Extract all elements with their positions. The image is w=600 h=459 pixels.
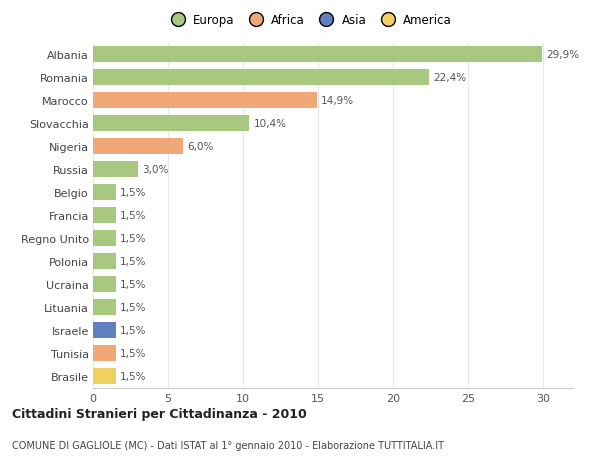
Text: 22,4%: 22,4% xyxy=(433,73,467,83)
Bar xyxy=(93,47,542,63)
Text: 1,5%: 1,5% xyxy=(120,325,146,336)
Text: 6,0%: 6,0% xyxy=(187,142,214,152)
Bar xyxy=(93,139,183,155)
Text: 1,5%: 1,5% xyxy=(120,302,146,313)
Text: 1,5%: 1,5% xyxy=(120,234,146,244)
Bar xyxy=(93,93,317,109)
Bar xyxy=(93,230,115,247)
Text: 1,5%: 1,5% xyxy=(120,211,146,221)
Bar xyxy=(93,185,115,201)
Legend: Europa, Africa, Asia, America: Europa, Africa, Asia, America xyxy=(163,11,455,31)
Text: 14,9%: 14,9% xyxy=(321,96,354,106)
Text: 29,9%: 29,9% xyxy=(546,50,579,60)
Text: Cittadini Stranieri per Cittadinanza - 2010: Cittadini Stranieri per Cittadinanza - 2… xyxy=(12,407,307,420)
Text: 1,5%: 1,5% xyxy=(120,257,146,267)
Text: 3,0%: 3,0% xyxy=(143,165,169,175)
Bar xyxy=(93,253,115,270)
Text: 1,5%: 1,5% xyxy=(120,188,146,198)
Bar xyxy=(93,70,429,86)
Bar xyxy=(93,276,115,293)
Text: 1,5%: 1,5% xyxy=(120,280,146,290)
Bar xyxy=(93,368,115,385)
Bar xyxy=(93,207,115,224)
Bar xyxy=(93,345,115,362)
Bar xyxy=(93,116,249,132)
Text: 10,4%: 10,4% xyxy=(254,119,287,129)
Text: COMUNE DI GAGLIOLE (MC) - Dati ISTAT al 1° gennaio 2010 - Elaborazione TUTTITALI: COMUNE DI GAGLIOLE (MC) - Dati ISTAT al … xyxy=(12,440,444,450)
Bar xyxy=(93,299,115,316)
Bar xyxy=(93,322,115,339)
Bar xyxy=(93,162,138,178)
Text: 1,5%: 1,5% xyxy=(120,371,146,381)
Text: 1,5%: 1,5% xyxy=(120,348,146,358)
